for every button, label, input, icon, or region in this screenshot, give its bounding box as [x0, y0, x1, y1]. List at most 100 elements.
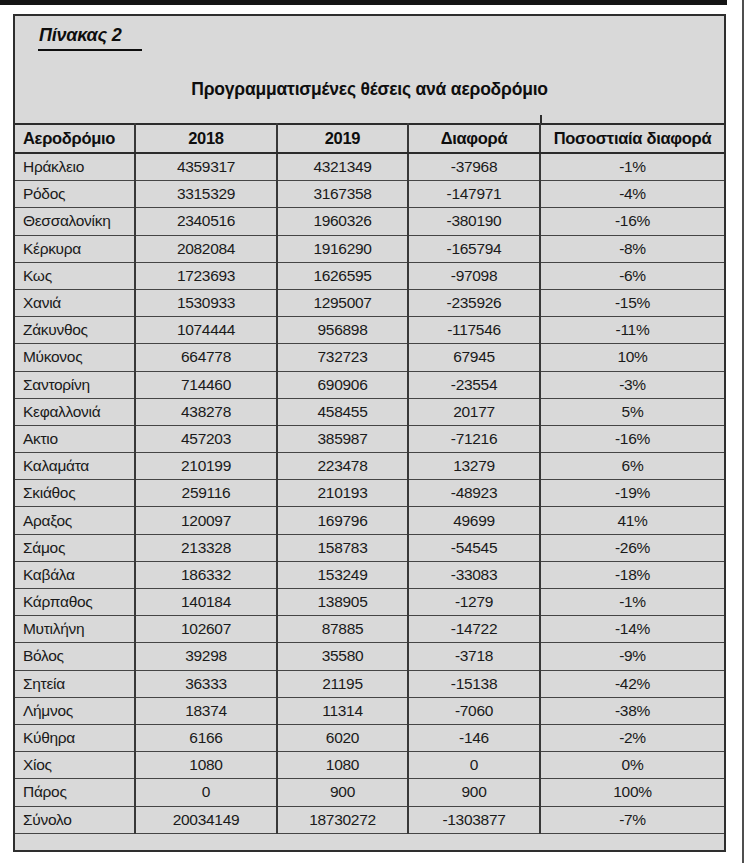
value-cell: 10%: [540, 344, 724, 371]
value-cell: 87885: [277, 616, 408, 643]
value-cell: 1530933: [135, 289, 277, 316]
value-cell: 259116: [135, 480, 277, 507]
value-cell: -146: [408, 724, 540, 751]
value-cell: 385987: [277, 425, 408, 452]
value-cell: -11%: [540, 317, 724, 344]
value-cell: 732723: [277, 344, 408, 371]
table-caption: Πίνακας 2: [38, 25, 142, 51]
value-cell: -42%: [540, 670, 724, 697]
table-row: Ρόδος33153293167358-147971-4%: [15, 181, 724, 208]
value-cell: -8%: [540, 235, 724, 262]
value-cell: -165794: [408, 235, 540, 262]
value-cell: 169796: [277, 507, 408, 534]
table-row: Πάρος0900900100%: [15, 779, 724, 806]
table-row: Ηράκλειο43593174321349-37968-1%: [15, 153, 724, 181]
value-cell: 186332: [135, 561, 277, 588]
value-cell: -235926: [408, 289, 540, 316]
value-cell: 158783: [277, 534, 408, 561]
value-cell: 438278: [135, 398, 277, 425]
table-header-row: Αεροδρόμιο 2018 2019 Διαφορά Ποσοστιαία …: [15, 124, 724, 153]
airport-name-cell: Λήμνος: [15, 697, 135, 724]
airport-name-cell: Αραξος: [15, 507, 135, 534]
value-cell: -9%: [540, 643, 724, 670]
value-cell: 3167358: [277, 181, 408, 208]
value-cell: 153249: [277, 561, 408, 588]
airport-name-cell: Ακτιο: [15, 425, 135, 452]
value-cell: 1080: [277, 752, 408, 779]
value-cell: -33083: [408, 561, 540, 588]
value-cell: -3718: [408, 643, 540, 670]
value-cell: -14722: [408, 616, 540, 643]
table-row: Κύθηρα61666020-146-2%: [15, 724, 724, 751]
airport-name-cell: Κύθηρα: [15, 724, 135, 751]
value-cell: 67945: [408, 344, 540, 371]
value-cell: 2340516: [135, 208, 277, 235]
seats-table: Αεροδρόμιο 2018 2019 Διαφορά Ποσοστιαία …: [15, 123, 724, 834]
page-column-rule: [742, 0, 744, 863]
airport-name-cell: Κέρκυρα: [15, 235, 135, 262]
value-cell: 36333: [135, 670, 277, 697]
value-cell: 0: [135, 779, 277, 806]
table-row: Κάρπαθος140184138905-1279-1%: [15, 589, 724, 616]
airport-name-cell: Σκιάθος: [15, 480, 135, 507]
value-cell: 11314: [277, 697, 408, 724]
table-row: Χανιά15309331295007-235926-15%: [15, 289, 724, 316]
value-cell: 140184: [135, 589, 277, 616]
table-row: Σητεία3633321195-15138-42%: [15, 670, 724, 697]
value-cell: -380190: [408, 208, 540, 235]
airport-name-cell: Κως: [15, 262, 135, 289]
value-cell: 6020: [277, 724, 408, 751]
value-cell: 18374: [135, 697, 277, 724]
value-cell: 2082084: [135, 235, 277, 262]
value-cell: 102607: [135, 616, 277, 643]
table-row: Σαντορίνη714460690906-23554-3%: [15, 371, 724, 398]
value-cell: -14%: [540, 616, 724, 643]
value-cell: -37968: [408, 153, 540, 181]
value-cell: 1074444: [135, 317, 277, 344]
column-header-2019: 2019: [277, 124, 408, 153]
value-cell: -2%: [540, 724, 724, 751]
value-cell: -15138: [408, 670, 540, 697]
table-panel: Πίνακας 2 Προγραμματισμένες θέσεις ανά α…: [13, 14, 726, 852]
table-row: Κως17236931626595-97098-6%: [15, 262, 724, 289]
table-row: Χίος1080108000%: [15, 752, 724, 779]
airport-name-cell: Κάρπαθος: [15, 589, 135, 616]
value-cell: 1960326: [277, 208, 408, 235]
value-cell: -1303877: [408, 806, 540, 833]
value-cell: -7%: [540, 806, 724, 833]
value-cell: 457203: [135, 425, 277, 452]
value-cell: 6166: [135, 724, 277, 751]
value-cell: 39298: [135, 643, 277, 670]
table-row: Λήμνος1837411314-7060-38%: [15, 697, 724, 724]
value-cell: 1723693: [135, 262, 277, 289]
value-cell: -4%: [540, 181, 724, 208]
document-scan: { "page": { "top_label": "Πίνακας 2", "t…: [0, 0, 750, 863]
table-row: Βόλος3929835580-3718-9%: [15, 643, 724, 670]
value-cell: -1%: [540, 153, 724, 181]
airport-name-cell: Καβάλα: [15, 561, 135, 588]
value-cell: -147971: [408, 181, 540, 208]
value-cell: -1279: [408, 589, 540, 616]
table-body: Ηράκλειο43593174321349-37968-1%Ρόδος3315…: [15, 153, 724, 833]
value-cell: 900: [408, 779, 540, 806]
airport-name-cell: Ζάκυνθος: [15, 317, 135, 344]
table-title: Προγραμματισμένες θέσεις ανά αεροδρόμιο: [15, 79, 724, 100]
airport-name-cell: Θεσσαλονίκη: [15, 208, 135, 235]
value-cell: 690906: [277, 371, 408, 398]
value-cell: -97098: [408, 262, 540, 289]
value-cell: 900: [277, 779, 408, 806]
airport-name-cell: Πάρος: [15, 779, 135, 806]
value-cell: 458455: [277, 398, 408, 425]
airport-name-cell: Καλαμάτα: [15, 453, 135, 480]
table-row: Μύκονος6647787327236794510%: [15, 344, 724, 371]
value-cell: 35580: [277, 643, 408, 670]
column-header-percent-difference: Ποσοστιαία διαφορά: [540, 124, 724, 153]
airport-name-cell: Μύκονος: [15, 344, 135, 371]
value-cell: 956898: [277, 317, 408, 344]
value-cell: 138905: [277, 589, 408, 616]
value-cell: 120097: [135, 507, 277, 534]
value-cell: -19%: [540, 480, 724, 507]
value-cell: 3315329: [135, 181, 277, 208]
value-cell: 223478: [277, 453, 408, 480]
value-cell: 0%: [540, 752, 724, 779]
